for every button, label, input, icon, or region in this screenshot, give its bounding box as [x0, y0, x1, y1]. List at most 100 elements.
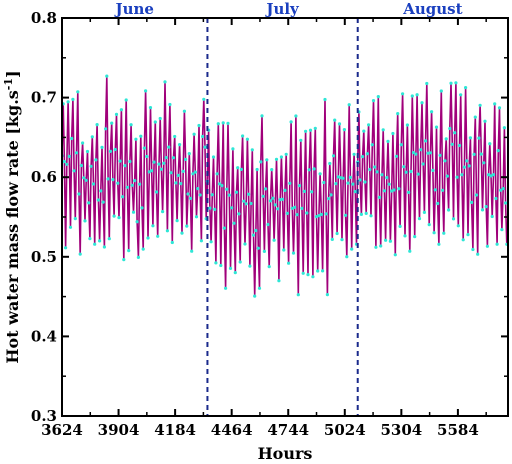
series-point	[272, 238, 276, 242]
series-point	[293, 205, 297, 209]
series-point	[174, 181, 178, 185]
series-point	[422, 210, 426, 214]
series-point	[242, 199, 246, 203]
series-point	[70, 136, 74, 141]
series-point	[321, 269, 325, 273]
series-point	[244, 202, 248, 206]
series-point	[129, 123, 133, 127]
series-point	[91, 182, 96, 186]
series-point	[181, 169, 185, 173]
series-point	[304, 129, 308, 133]
series-point	[375, 170, 379, 174]
series-point	[163, 80, 167, 84]
series-point	[68, 225, 73, 229]
series-point	[473, 115, 477, 119]
series-point	[403, 234, 407, 238]
series-point	[466, 233, 470, 237]
series-point	[333, 118, 337, 122]
series-point	[222, 226, 226, 230]
x-tick-label: 5584	[437, 421, 479, 439]
series-point	[136, 255, 140, 259]
series-point	[101, 200, 105, 204]
series-point	[323, 97, 327, 102]
series-point	[230, 206, 234, 210]
series-point	[99, 189, 103, 193]
series-point	[169, 171, 173, 175]
series-point	[487, 173, 491, 177]
x-tick-label: 4184	[154, 421, 196, 439]
series-point	[228, 266, 233, 270]
series-point	[322, 180, 326, 185]
series-point	[294, 114, 298, 118]
series-point	[102, 245, 106, 249]
series-point	[436, 201, 440, 206]
series-point	[485, 244, 489, 248]
series-point	[427, 223, 431, 227]
series-point	[257, 286, 262, 290]
series-point	[77, 192, 81, 196]
label-layer: 3624 3904 4184 4464 4744 5024 5304 5584 0.3 0.4 0.…	[31, 0, 479, 439]
series-point	[201, 134, 205, 139]
series-point	[447, 208, 451, 212]
series-point	[167, 145, 171, 149]
series-point	[393, 253, 397, 257]
series-point	[390, 189, 394, 193]
series-point	[241, 134, 245, 138]
series-point	[340, 238, 344, 242]
series-point	[437, 242, 441, 246]
y-axis-title-end: ]	[3, 70, 22, 78]
x-tick-label: 3624	[41, 421, 83, 439]
series-point	[411, 151, 416, 155]
x-tick-label: 5024	[324, 421, 366, 439]
series-point	[494, 196, 498, 201]
x-tick-label: 5304	[380, 421, 422, 439]
series-point	[188, 196, 193, 200]
series-point	[178, 143, 182, 147]
series-point	[239, 167, 243, 171]
series-point	[175, 219, 179, 223]
series-point	[305, 211, 309, 215]
series-point	[271, 196, 275, 200]
series-point	[287, 261, 291, 265]
series-point	[255, 167, 259, 172]
series-point	[82, 176, 86, 180]
series-point	[256, 246, 260, 250]
series-point	[501, 187, 505, 191]
series-point	[421, 162, 425, 166]
series-point	[232, 221, 236, 225]
series-point	[377, 195, 382, 199]
series-point	[111, 178, 115, 182]
series-point	[441, 188, 445, 192]
series-point	[392, 188, 396, 192]
series-point	[176, 173, 180, 177]
series-point	[477, 136, 481, 140]
series-point	[311, 275, 315, 279]
series-point	[127, 249, 131, 253]
series-point	[488, 142, 492, 146]
series-point	[489, 174, 493, 178]
series-point	[316, 269, 320, 273]
series-point	[202, 97, 206, 101]
series-point	[288, 181, 292, 185]
series-point	[135, 220, 139, 224]
series-point	[88, 237, 92, 241]
series-point	[245, 137, 249, 141]
series-point	[148, 106, 153, 110]
series-point	[414, 152, 418, 156]
series-point	[276, 207, 280, 211]
series-point	[215, 172, 219, 176]
series-point	[419, 148, 423, 152]
series-point	[497, 106, 502, 110]
series-point	[358, 178, 362, 182]
series-point	[130, 183, 134, 187]
series-point	[281, 197, 285, 201]
series-point	[493, 102, 497, 106]
series-point	[363, 180, 367, 184]
series-point	[218, 182, 222, 186]
series-point	[81, 141, 85, 145]
series-point	[365, 152, 369, 156]
series-point	[247, 192, 251, 196]
series-point	[283, 188, 287, 192]
series-point	[479, 152, 483, 156]
series-point	[282, 248, 286, 252]
